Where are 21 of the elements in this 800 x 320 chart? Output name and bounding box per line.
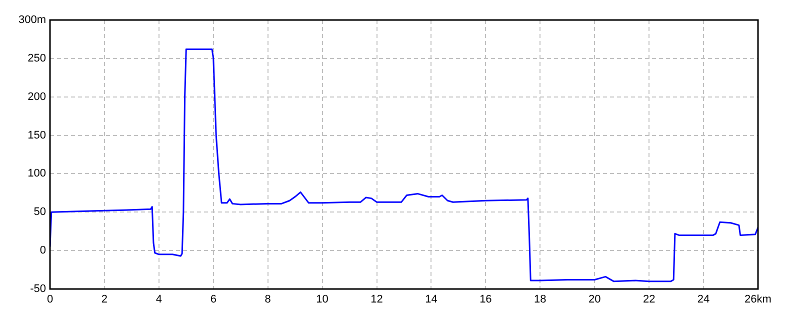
x-tick-label: 4 <box>156 294 162 306</box>
y-tick-label: 0 <box>40 244 46 257</box>
x-tick-label: 8 <box>264 294 271 306</box>
x-tick-label: 6 <box>210 294 216 306</box>
x-tick-label: 10 <box>316 294 328 306</box>
x-tick-label: 12 <box>370 294 383 306</box>
x-tick-label: 18 <box>534 294 546 306</box>
y-tick-label: 300m <box>18 14 46 26</box>
x-tick-label: 22 <box>642 294 656 306</box>
y-tick-label: 150 <box>28 129 46 142</box>
x-tick-label: 16 <box>480 294 492 306</box>
y-tick-label: 100 <box>28 168 46 180</box>
x-tick-label: 26km <box>744 294 772 306</box>
x-tick-label: 2 <box>101 294 108 306</box>
x-tick-label: 20 <box>588 294 601 306</box>
y-tick-label: -50 <box>30 283 46 296</box>
y-tick-label: 200 <box>28 90 46 103</box>
x-tick-label: 14 <box>425 294 438 306</box>
y-tick-label: 250 <box>28 52 46 64</box>
y-tick-label: 50 <box>34 206 46 218</box>
x-tick-label: 24 <box>697 294 710 306</box>
